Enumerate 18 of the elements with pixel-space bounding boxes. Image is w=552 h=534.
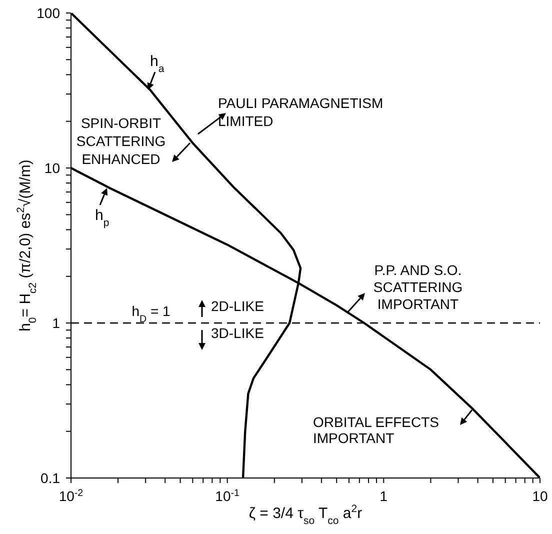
y-tick-label: 100 xyxy=(36,5,60,21)
annotation: 3D-LIKE xyxy=(211,325,264,341)
x-tick-label: 10 xyxy=(532,488,548,504)
y-tick-label: 1 xyxy=(52,315,60,331)
annotation: ORBITAL EFFECTS IMPORTANT xyxy=(313,414,440,446)
y-tick-label: 10 xyxy=(44,160,60,176)
ref-line-label: h$_{D}$ = 1 xyxy=(132,303,171,324)
annotation: PAULI PARAMAGNETISM LIMITED xyxy=(218,95,384,129)
annotation: P.P. AND S.O. SCATTERING IMPORTANT xyxy=(373,262,463,312)
annotation: SPIN-ORBIT SCATTERING ENHANCED xyxy=(76,115,166,167)
y-tick-label: 0.1 xyxy=(40,470,60,486)
x-axis-title: ζ = 3/4 τ$_{so}$ T$_{co}$ a$^{2}$r xyxy=(248,503,362,527)
series-label: h$_{p}$ xyxy=(95,207,110,229)
x-tick-label: 1 xyxy=(380,488,388,504)
x-tick-label: 10$^{-2}$ xyxy=(58,488,84,504)
series-label: h$_{a}$ xyxy=(150,53,164,75)
x-tick-label: 10$^{-1}$ xyxy=(215,488,240,504)
annotation: 2D-LIKE xyxy=(211,298,264,314)
